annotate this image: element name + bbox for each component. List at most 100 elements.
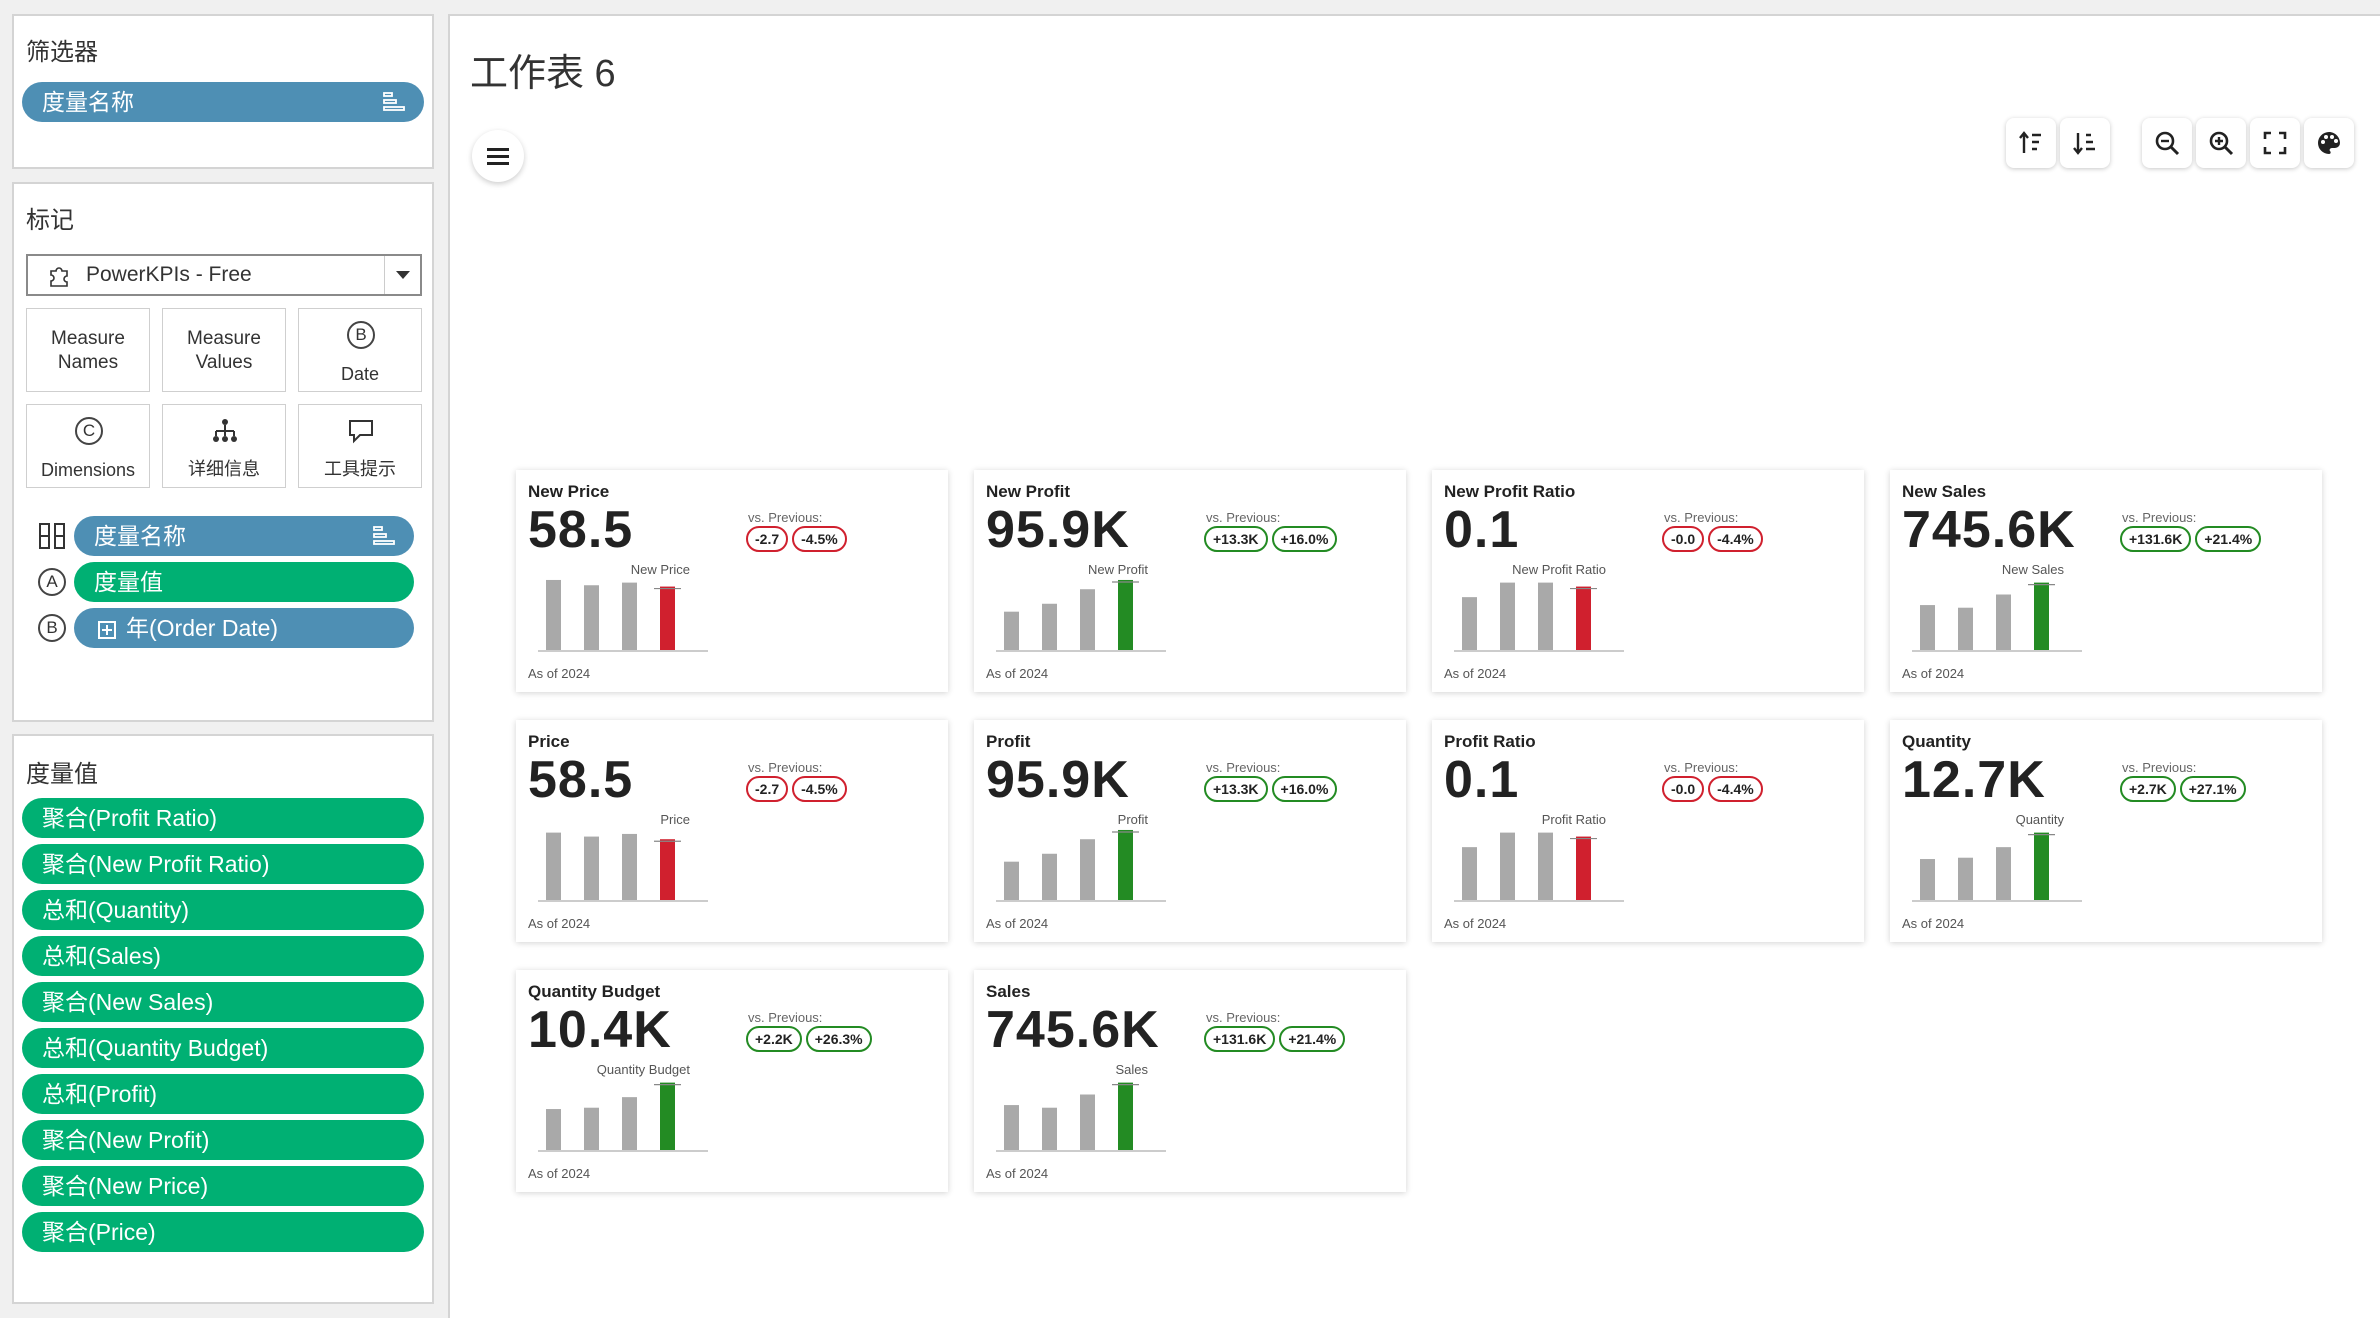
kpi-bar[interactable] xyxy=(1920,605,1935,650)
kpi-bar[interactable] xyxy=(1958,607,1973,650)
kpi-change-absolute: +131.6K xyxy=(1204,1026,1276,1052)
kpi-bar[interactable] xyxy=(1080,589,1095,650)
kpi-bar-current[interactable] xyxy=(1118,1082,1133,1150)
measure-value-pill[interactable]: 总和(Quantity) xyxy=(22,890,424,930)
kpi-card[interactable]: Quantity Budget 10.4K vs. Previous: Quantit… xyxy=(516,970,948,1192)
kpi-bar-current[interactable] xyxy=(660,586,675,650)
kpi-bar[interactable] xyxy=(1042,603,1057,650)
kpi-bar[interactable] xyxy=(1004,861,1019,900)
encoding-pill-order-date[interactable]: 年(Order Date) xyxy=(74,608,414,648)
kpi-card[interactable]: Price 58.5 vs. Previous: Price As of 2024 -2.… xyxy=(516,720,948,942)
fullscreen-button[interactable] xyxy=(2250,118,2300,168)
kpi-bar-current[interactable] xyxy=(2034,582,2049,650)
kpi-bar-current[interactable] xyxy=(1576,586,1591,650)
kpi-vs-label: vs. Previous: xyxy=(1664,760,1739,775)
kpi-bar[interactable] xyxy=(1996,847,2011,900)
kpi-value: 12.7K xyxy=(1902,751,2046,809)
kpi-bar[interactable] xyxy=(1538,582,1553,650)
kpi-bar-chart xyxy=(996,579,1166,652)
kpi-bar[interactable] xyxy=(622,833,637,900)
kpi-bar[interactable] xyxy=(1042,1107,1057,1150)
kpi-vs-label: vs. Previous: xyxy=(1664,510,1739,525)
kpi-bar[interactable] xyxy=(1958,857,1973,900)
dimensions-button[interactable]: C Dimensions xyxy=(26,404,150,488)
hamburger-menu-button[interactable] xyxy=(472,130,524,182)
zoom-in-button[interactable] xyxy=(2196,118,2246,168)
kpi-chart-label: Price xyxy=(660,812,690,827)
kpi-bar[interactable] xyxy=(622,582,637,650)
kpi-card[interactable]: New Profit Ratio 0.1 vs. Previous: New Prof… xyxy=(1432,470,1864,692)
kpi-bar[interactable] xyxy=(584,1107,599,1150)
filter-pill-measure-names[interactable]: 度量名称 xyxy=(22,82,424,122)
kpi-bar[interactable] xyxy=(584,836,599,900)
expand-plus-icon[interactable] xyxy=(98,621,116,639)
kpi-bar-current[interactable] xyxy=(1118,579,1133,650)
kpi-bar[interactable] xyxy=(546,1109,561,1150)
measure-value-pill[interactable]: 聚合(New Sales) xyxy=(22,982,424,1022)
kpi-bar[interactable] xyxy=(1080,839,1095,900)
measure-value-pill[interactable]: 总和(Sales) xyxy=(22,936,424,976)
kpi-bar-current[interactable] xyxy=(1576,836,1591,900)
kpi-card[interactable]: Sales 745.6K vs. Previous: Sales As of 2024 +… xyxy=(974,970,1406,1192)
kpi-bar-current[interactable] xyxy=(660,839,675,900)
date-button[interactable]: B Date xyxy=(298,308,422,392)
kpi-card[interactable]: New Sales 745.6K vs. Previous: New Sales As … xyxy=(1890,470,2322,692)
kpi-card[interactable]: Quantity 12.7K vs. Previous: Quantity As of … xyxy=(1890,720,2322,942)
kpi-title: Quantity xyxy=(1902,732,1971,751)
kpi-bar[interactable] xyxy=(1080,1094,1095,1151)
measure-value-pill[interactable]: 聚合(New Profit) xyxy=(22,1120,424,1160)
kpi-as-of: As of 2024 xyxy=(986,1166,1049,1181)
measure-values-button[interactable]: Measure Values xyxy=(162,308,286,392)
sort-bars-icon xyxy=(383,92,405,111)
circle-a-icon: A xyxy=(38,568,66,596)
kpi-bar[interactable] xyxy=(584,585,599,650)
sort-descending-button[interactable] xyxy=(2060,118,2110,168)
kpi-card[interactable]: New Price 58.5 vs. Previous: New Price As of… xyxy=(516,470,948,692)
sort-bars-icon xyxy=(373,526,395,545)
kpi-bar[interactable] xyxy=(1004,1105,1019,1150)
kpi-change-badges: +13.3K +16.0% xyxy=(1204,776,1338,802)
kpi-bar[interactable] xyxy=(1500,832,1515,900)
kpi-bar[interactable] xyxy=(1462,597,1477,650)
kpi-card[interactable]: New Profit 95.9K vs. Previous: New Profit As… xyxy=(974,470,1406,692)
measure-value-pill[interactable]: 聚合(Price) xyxy=(22,1212,424,1252)
measure-value-pill[interactable]: 总和(Profit) xyxy=(22,1074,424,1114)
kpi-as-of: As of 2024 xyxy=(1902,916,1965,931)
kpi-bar[interactable] xyxy=(1462,847,1477,900)
measure-value-pill[interactable]: 总和(Quantity Budget) xyxy=(22,1028,424,1068)
sort-ascending-button[interactable] xyxy=(2006,118,2056,168)
kpi-change-absolute: -0.0 xyxy=(1662,526,1705,552)
kpi-bar[interactable] xyxy=(1042,853,1057,900)
measure-value-pill[interactable]: 聚合(New Price) xyxy=(22,1166,424,1206)
kpi-card[interactable]: Profit 95.9K vs. Previous: Profit As of 2024… xyxy=(974,720,1406,942)
zoom-out-button[interactable] xyxy=(2142,118,2192,168)
measure-names-button[interactable]: Measure Names xyxy=(26,308,150,392)
kpi-bar[interactable] xyxy=(546,832,561,900)
kpi-bar[interactable] xyxy=(622,1097,637,1150)
detail-button[interactable]: 详细信息 xyxy=(162,404,286,488)
palette-button[interactable] xyxy=(2304,118,2354,168)
kpi-bar-current[interactable] xyxy=(660,1082,675,1150)
kpi-bar[interactable] xyxy=(1004,611,1019,650)
kpi-bar-current[interactable] xyxy=(2034,832,2049,900)
tooltip-button[interactable]: 工具提示 xyxy=(298,404,422,488)
detail-label: 详细信息 xyxy=(188,459,260,479)
kpi-title: Price xyxy=(528,732,570,751)
kpi-bar[interactable] xyxy=(1538,832,1553,900)
kpi-bar[interactable] xyxy=(1996,594,2011,651)
zoom-out-icon xyxy=(2155,131,2180,156)
kpi-bar[interactable] xyxy=(1500,582,1515,650)
filters-title: 筛选器 xyxy=(26,39,98,66)
measure-value-pill[interactable]: 聚合(New Profit Ratio) xyxy=(22,844,424,884)
kpi-bar-current[interactable] xyxy=(1118,829,1133,900)
kpi-chart-label: Sales xyxy=(1115,1062,1148,1077)
encoding-pill-measure-names[interactable]: 度量名称 xyxy=(74,516,414,556)
kpi-title: Sales xyxy=(986,982,1031,1001)
kpi-bar[interactable] xyxy=(1920,859,1935,900)
chevron-down-icon[interactable] xyxy=(384,256,420,294)
encoding-pill-measure-values[interactable]: 度量值 xyxy=(74,562,414,602)
mark-type-dropdown[interactable]: PowerKPIs - Free xyxy=(26,254,422,296)
measure-value-pill[interactable]: 聚合(Profit Ratio) xyxy=(22,798,424,838)
kpi-card[interactable]: Profit Ratio 0.1 vs. Previous: Profit Ratio… xyxy=(1432,720,1864,942)
kpi-bar[interactable] xyxy=(546,579,561,650)
